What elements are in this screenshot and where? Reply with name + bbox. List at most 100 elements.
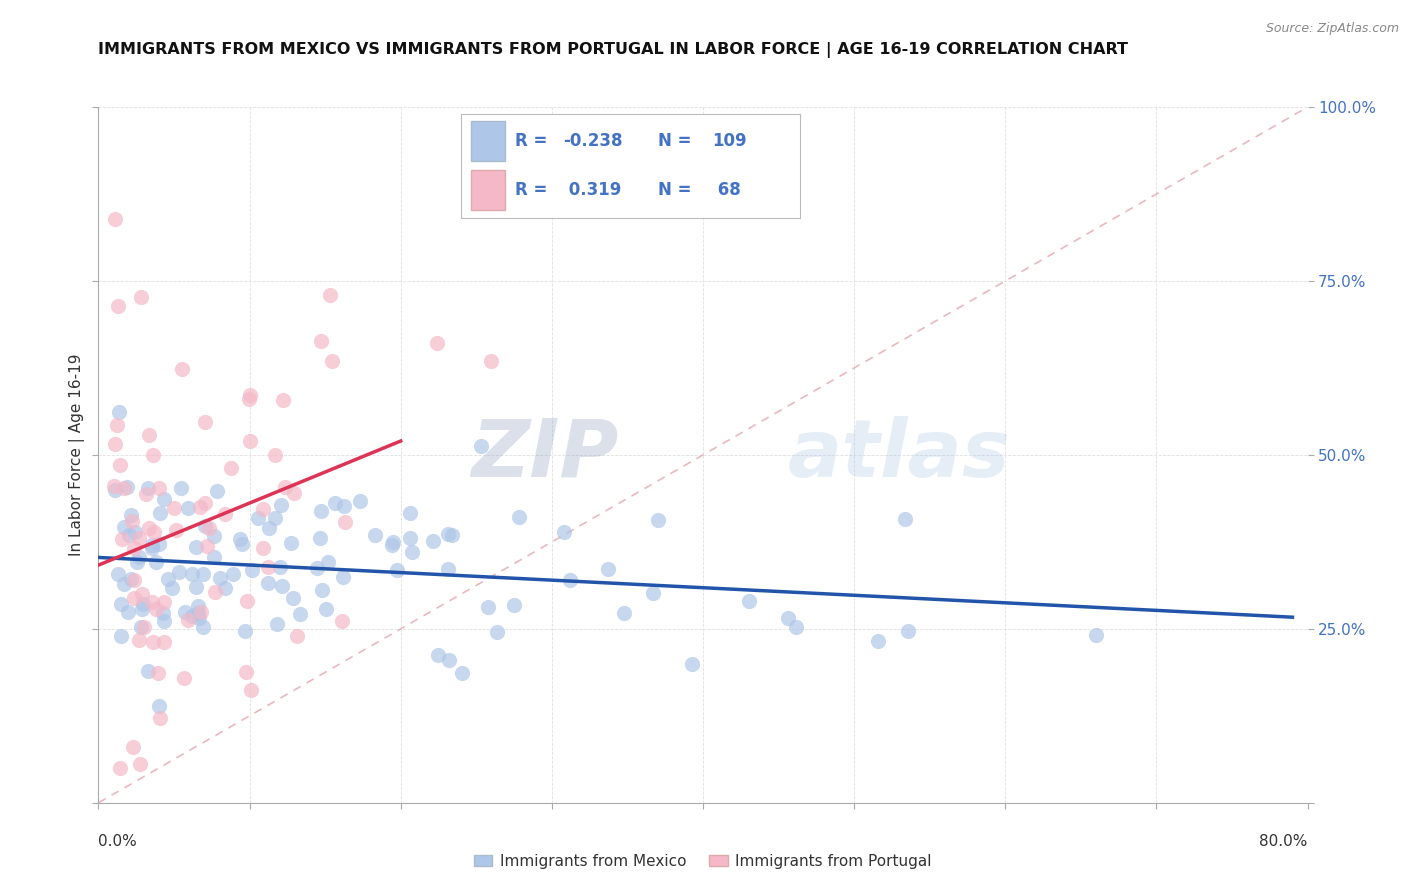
Point [897, 624, 920, 639]
Point [247, 511, 270, 525]
Point [257, 575, 280, 590]
Point [309, 334, 332, 348]
Point [239, 434, 262, 449]
Point [180, 566, 202, 581]
Point [333, 515, 356, 529]
Point [103, 479, 125, 493]
Point [194, 496, 217, 510]
Point [285, 629, 308, 643]
Point [229, 532, 252, 546]
Point [270, 499, 292, 513]
Point [436, 527, 458, 541]
Point [290, 607, 312, 621]
Point [191, 620, 214, 634]
Point [142, 448, 165, 462]
Point [111, 532, 134, 546]
Point [252, 501, 274, 516]
Point [173, 672, 195, 686]
Point [205, 483, 228, 498]
Point [105, 418, 128, 433]
Point [115, 480, 138, 494]
Point [165, 523, 187, 537]
Text: 80.0%: 80.0% [1260, 834, 1308, 849]
Point [271, 579, 294, 593]
Y-axis label: In Labor Force | Age 16-19: In Labor Force | Age 16-19 [69, 353, 84, 557]
Point [194, 415, 217, 429]
Point [437, 562, 460, 576]
Point [135, 487, 157, 501]
Point [323, 495, 346, 509]
Point [221, 461, 243, 475]
Point [190, 605, 212, 619]
Point [188, 500, 211, 514]
Point [238, 392, 260, 406]
Point [197, 520, 219, 534]
Point [330, 614, 353, 628]
Point [125, 555, 148, 569]
Point [129, 756, 152, 771]
Point [153, 595, 176, 609]
Point [110, 458, 132, 473]
Point [214, 507, 236, 521]
Point [613, 606, 636, 620]
Point [122, 541, 145, 555]
Point [177, 501, 200, 516]
Point [120, 572, 142, 586]
Point [422, 533, 444, 548]
Point [153, 634, 176, 648]
Point [141, 538, 163, 552]
Point [191, 567, 214, 582]
Point [332, 500, 354, 514]
Point [202, 529, 225, 543]
Point [598, 562, 620, 576]
Point [108, 405, 131, 419]
Point [470, 440, 492, 454]
Point [257, 521, 280, 535]
Point [145, 556, 167, 570]
Point [222, 567, 245, 582]
Point [122, 591, 145, 605]
Point [131, 620, 153, 634]
Point [104, 436, 127, 450]
Point [180, 609, 202, 624]
Point [866, 633, 889, 648]
Point [176, 613, 198, 627]
Point [202, 549, 225, 564]
Point [321, 354, 343, 368]
Point [132, 597, 155, 611]
Point [332, 569, 354, 583]
Point [398, 506, 420, 520]
Point [381, 534, 404, 549]
Point [280, 536, 302, 550]
Legend: Immigrants from Mexico, Immigrants from Portugal: Immigrants from Mexico, Immigrants from … [468, 848, 938, 875]
Point [273, 480, 295, 494]
Point [477, 600, 499, 615]
Point [118, 528, 141, 542]
Point [110, 761, 132, 775]
Point [162, 581, 184, 595]
Point [112, 481, 135, 495]
Point [145, 602, 167, 616]
Point [235, 665, 257, 679]
Point [385, 563, 408, 577]
Point [257, 560, 280, 574]
Point [148, 481, 170, 495]
Point [153, 614, 176, 628]
Point [309, 531, 332, 545]
Point [481, 354, 503, 368]
Point [553, 525, 575, 540]
Point [231, 537, 253, 551]
Point [252, 541, 274, 556]
Point [167, 565, 190, 579]
Text: 0.0%: 0.0% [98, 834, 138, 849]
Point [233, 624, 256, 638]
Point [643, 585, 665, 599]
Point [283, 486, 305, 500]
Point [131, 601, 153, 615]
Point [647, 513, 669, 527]
Point [184, 540, 207, 554]
Point [120, 508, 142, 523]
Point [263, 510, 285, 524]
Point [451, 666, 474, 681]
Point [236, 594, 259, 608]
